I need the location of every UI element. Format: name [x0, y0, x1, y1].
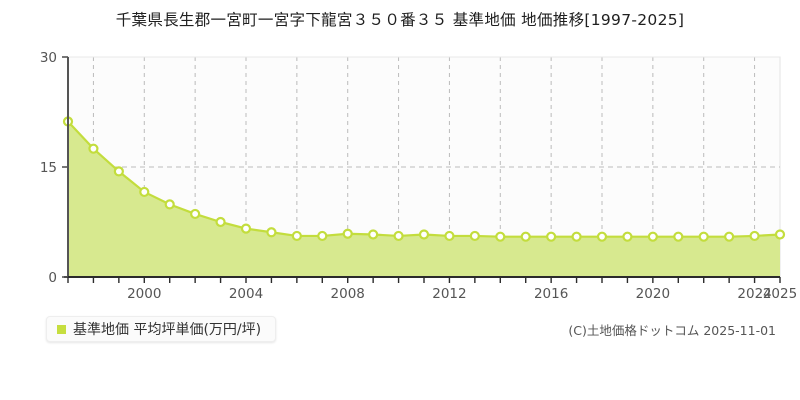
data-point: [291, 230, 302, 242]
data-point: [724, 231, 735, 242]
x-tick-label: 2008: [331, 286, 365, 302]
data-point: [749, 230, 760, 242]
data-point: [190, 208, 201, 220]
data-point: [393, 230, 404, 242]
data-point: [139, 186, 150, 198]
x-tick-label: 2000: [127, 286, 161, 302]
y-tick-label: 15: [40, 160, 57, 176]
x-tick-label: 2016: [534, 286, 568, 302]
x-tick-label: 2025: [763, 286, 797, 302]
data-point: [571, 231, 582, 242]
data-point: [546, 231, 557, 242]
data-point: [673, 231, 684, 242]
data-point: [774, 229, 786, 240]
data-point: [622, 231, 633, 242]
data-point: [520, 231, 531, 242]
axes: [62, 56, 781, 283]
x-tick-label: 2012: [432, 286, 466, 302]
data-point: [88, 143, 99, 154]
data-point: [418, 229, 430, 240]
y-axis-tick-labels: 0 15 30: [40, 50, 57, 286]
copyright-text: (C)土地価格ドットコム 2025-11-01: [568, 323, 776, 338]
data-point: [266, 227, 277, 238]
data-point: [647, 231, 658, 242]
data-point: [113, 166, 124, 177]
legend-swatch-icon: [57, 324, 66, 334]
y-tick-label: 0: [48, 270, 57, 286]
data-point-markers: [62, 116, 786, 242]
data-point: [164, 199, 175, 210]
x-tick-label: 2004: [229, 286, 263, 302]
data-point: [469, 230, 480, 242]
data-point: [368, 229, 379, 240]
grid-lines: [68, 56, 780, 277]
data-point: [698, 231, 709, 242]
x-tick-label: 2024: [737, 286, 771, 302]
data-point: [317, 230, 328, 242]
data-point: [444, 230, 455, 242]
data-point: [342, 228, 353, 239]
data-point: [596, 231, 608, 242]
y-tick-label: 30: [40, 50, 57, 66]
data-point: [495, 231, 506, 242]
x-tick-label: 2020: [636, 286, 670, 302]
legend-label: 基準地価 平均坪単価(万円/坪): [73, 322, 262, 338]
page-title: 千葉県長生郡一宮町一宮字下龍宮３５０番３５ 基準地価 地価推移[1997-202…: [115, 11, 685, 29]
data-point: [215, 216, 226, 228]
data-point: [240, 223, 252, 234]
chart-legend: 基準地価 平均坪単価(万円/坪): [46, 316, 277, 342]
